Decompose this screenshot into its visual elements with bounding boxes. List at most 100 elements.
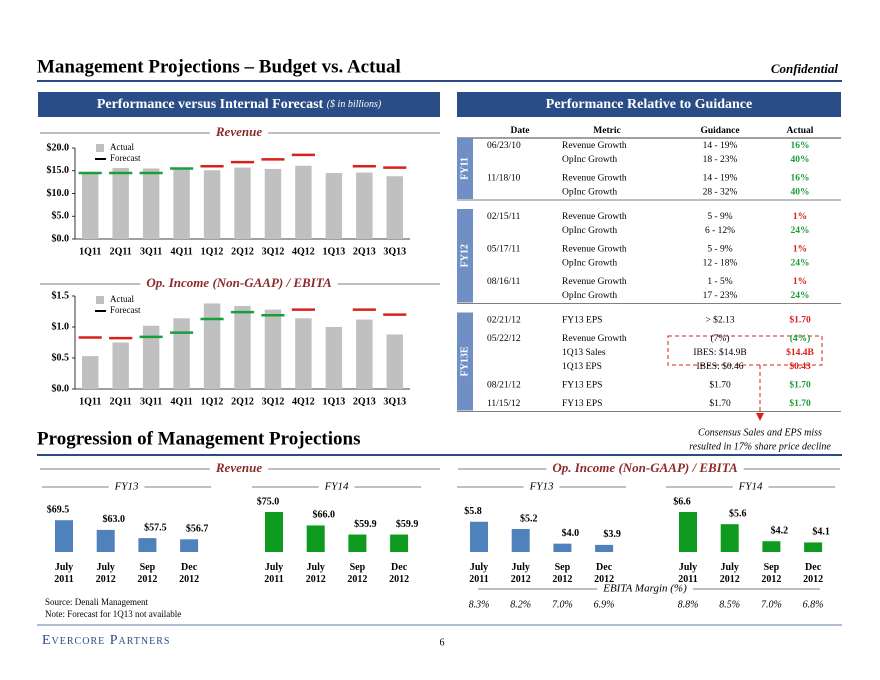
x-tick-label: July 2011 bbox=[469, 562, 488, 585]
legend-label: Actual bbox=[110, 142, 134, 152]
bar bbox=[203, 303, 221, 389]
actual: $14.4B bbox=[786, 347, 814, 358]
x-tick-month: July bbox=[55, 562, 73, 573]
guidance: 18 - 23% bbox=[703, 155, 738, 165]
bar bbox=[553, 543, 572, 552]
group-label: FY12 bbox=[459, 244, 470, 267]
value-label: $75.0 bbox=[257, 496, 280, 507]
margin-label: 8.2% bbox=[510, 599, 531, 610]
guidance: IBES: $0.46 bbox=[697, 361, 744, 372]
group-label: FY13 bbox=[114, 481, 139, 493]
x-tick-label: Dec 2012 bbox=[803, 562, 823, 585]
column-header: Metric bbox=[593, 126, 620, 136]
legend-swatch bbox=[96, 296, 104, 304]
x-tick-label: 4Q12 bbox=[292, 396, 315, 407]
x-tick-month: July bbox=[470, 562, 488, 573]
x-tick-label: Sep 2012 bbox=[552, 562, 572, 585]
chart-title: Revenue bbox=[215, 460, 262, 475]
metric: Revenue Growth bbox=[562, 334, 627, 344]
x-tick-month: July bbox=[679, 562, 697, 573]
x-tick-label: July 2011 bbox=[678, 562, 697, 585]
value-label: $56.7 bbox=[186, 524, 209, 535]
x-tick-year: 2011 bbox=[264, 574, 283, 585]
bar bbox=[138, 538, 157, 552]
y-tick-label: $0.5 bbox=[52, 352, 70, 363]
x-tick-label: 3Q11 bbox=[140, 396, 162, 407]
date: 08/21/12 bbox=[487, 381, 521, 391]
x-tick-label: 2Q12 bbox=[231, 246, 254, 257]
arrow-head bbox=[756, 413, 764, 421]
x-tick-year: 2011 bbox=[469, 574, 488, 585]
panel-header bbox=[38, 92, 440, 117]
margin-label: 7.0% bbox=[552, 599, 573, 610]
value-label: $4.0 bbox=[562, 528, 580, 539]
x-tick-label: 3Q13 bbox=[383, 246, 406, 257]
legend-swatch bbox=[96, 144, 104, 152]
x-tick-label: Sep 2012 bbox=[137, 562, 157, 585]
margin-label: 6.9% bbox=[594, 599, 615, 610]
x-tick-label: 4Q12 bbox=[292, 246, 315, 257]
highlight-box bbox=[667, 335, 823, 366]
chart-title: Op. Income (Non-GAAP) / EBITA bbox=[146, 275, 332, 290]
guidance: 12 - 18% bbox=[703, 259, 738, 269]
actual: 40% bbox=[791, 188, 810, 198]
section-title: Progression of Management Projections bbox=[37, 428, 360, 449]
x-tick-month: Dec bbox=[181, 562, 198, 573]
value-label: $5.8 bbox=[464, 506, 482, 517]
column-header: Date bbox=[511, 126, 530, 136]
x-tick-label: 3Q11 bbox=[140, 246, 162, 257]
margin-title: EBITA Margin (%) bbox=[602, 583, 687, 595]
actual: 24% bbox=[791, 226, 810, 236]
metric: Revenue Growth bbox=[562, 277, 627, 287]
x-tick-year: 2012 bbox=[306, 574, 326, 585]
date: 02/21/12 bbox=[487, 316, 521, 326]
bar bbox=[762, 541, 781, 552]
metric: FY13 EPS bbox=[562, 316, 602, 326]
bar bbox=[173, 167, 190, 239]
actual: $1.70 bbox=[789, 398, 811, 409]
y-tick-label: $0.0 bbox=[52, 233, 70, 244]
metric: FY13 EPS bbox=[562, 381, 602, 391]
group-tab bbox=[457, 209, 473, 303]
guidance: 1 - 5% bbox=[707, 277, 732, 287]
metric: OpInc Growth bbox=[562, 188, 617, 198]
group-tab bbox=[457, 312, 473, 411]
legend-label: Actual bbox=[110, 294, 134, 304]
value-label: $66.0 bbox=[312, 510, 335, 521]
guidance: 5 - 9% bbox=[707, 212, 732, 222]
bar bbox=[82, 356, 99, 389]
logo: Evercore Partners bbox=[42, 633, 170, 648]
bar bbox=[96, 529, 115, 552]
guidance: $1.70 bbox=[709, 380, 731, 391]
bar bbox=[173, 318, 190, 389]
group-label: FY13E bbox=[459, 346, 470, 376]
actual: 40% bbox=[791, 155, 810, 165]
bar bbox=[234, 167, 251, 239]
bar bbox=[679, 512, 697, 552]
x-tick-label: 2Q13 bbox=[353, 396, 376, 407]
x-tick-month: Dec bbox=[596, 562, 613, 573]
note: Note: Forecast for 1Q13 not available bbox=[45, 609, 181, 619]
chart-title: Op. Income (Non-GAAP) / EBITA bbox=[552, 460, 738, 475]
bar bbox=[595, 544, 614, 552]
y-tick-label: $5.0 bbox=[52, 211, 70, 222]
x-tick-label: 1Q12 bbox=[201, 396, 224, 407]
bar bbox=[325, 327, 343, 389]
x-tick-label: July 2012 bbox=[720, 562, 740, 585]
y-tick-label: $15.0 bbox=[47, 165, 70, 176]
bar bbox=[265, 512, 283, 552]
bar bbox=[112, 342, 129, 389]
value-label: $59.9 bbox=[396, 519, 419, 530]
guidance: 17 - 23% bbox=[703, 291, 738, 301]
bar bbox=[295, 165, 312, 239]
margin-label: 8.3% bbox=[469, 599, 490, 610]
group-label: FY13 bbox=[529, 481, 554, 493]
x-tick-month: July bbox=[512, 562, 530, 573]
bar bbox=[356, 172, 373, 239]
bar bbox=[348, 534, 367, 552]
actual: $0.43 bbox=[789, 361, 811, 372]
bar bbox=[306, 525, 325, 552]
bar bbox=[112, 168, 129, 239]
guidance: (7%) bbox=[711, 333, 730, 344]
x-tick-month: Dec bbox=[391, 562, 408, 573]
